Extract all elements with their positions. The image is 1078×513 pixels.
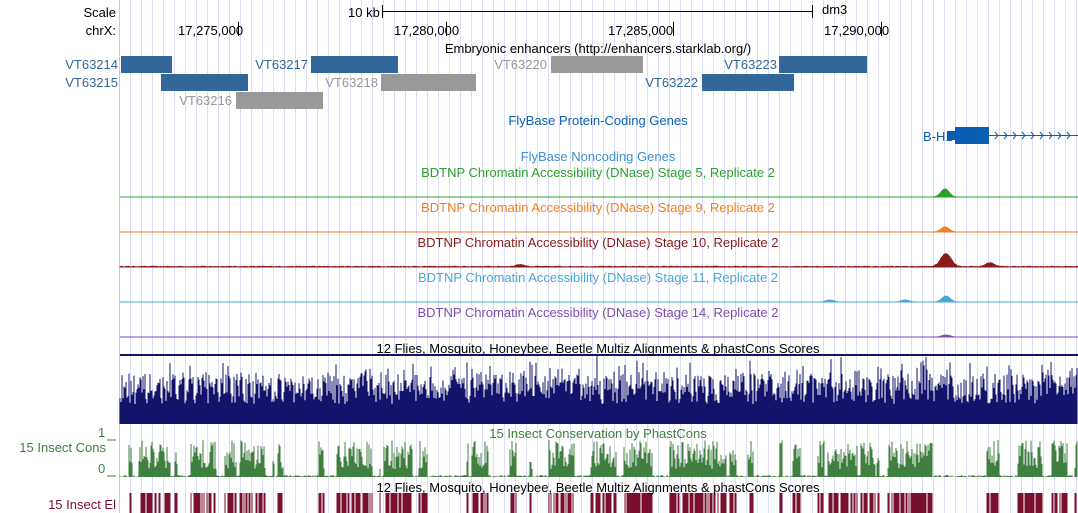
- enhancer-label[interactable]: VT63216: [179, 93, 232, 108]
- position-tick: [238, 22, 239, 36]
- enhancer-feature[interactable]: [702, 74, 794, 91]
- chrom-label: chrX:: [85, 23, 116, 38]
- enhancer-feature[interactable]: [311, 56, 398, 73]
- position-tick-label: 17,290,000: [824, 23, 890, 38]
- cons-ymax-label: 1: [98, 425, 106, 440]
- gene-exon[interactable]: [955, 127, 989, 144]
- enhancer-label[interactable]: VT63218: [325, 75, 378, 90]
- scale-bar-left-tick: [382, 5, 383, 18]
- scale-bar: [382, 11, 812, 12]
- enhancer-feature[interactable]: [161, 74, 248, 91]
- dnase-track-title[interactable]: BDTNP Chromatin Accessibility (DNase) St…: [417, 305, 779, 320]
- elements-track-title[interactable]: 12 Flies, Mosquito, Honeybee, Beetle Mul…: [376, 480, 820, 495]
- scale-value: 10 kb: [348, 5, 380, 20]
- elements-track-label: 15 Insect El: [48, 497, 116, 512]
- enhancer-label[interactable]: VT63215: [65, 75, 118, 90]
- enhancer-label[interactable]: VT63222: [645, 75, 698, 90]
- gene-utr[interactable]: [947, 131, 955, 140]
- multiz-track-title[interactable]: 12 Flies, Mosquito, Honeybee, Beetle Mul…: [376, 341, 820, 356]
- enhancer-label[interactable]: VT63214: [65, 57, 118, 72]
- cons-ymin-label: 0: [98, 461, 106, 476]
- scale-bar-right-tick: [812, 5, 813, 18]
- protein-coding-track-title[interactable]: FlyBase Protein-Coding Genes: [508, 113, 688, 128]
- label-margin-divider: [119, 0, 120, 513]
- dnase-track-title[interactable]: BDTNP Chromatin Accessibility (DNase) St…: [421, 200, 775, 215]
- position-tick-label: 17,285,000: [608, 23, 674, 38]
- enhancer-feature[interactable]: [381, 74, 476, 91]
- dnase-track-title[interactable]: BDTNP Chromatin Accessibility (DNase) St…: [417, 270, 779, 285]
- enhancer-feature[interactable]: [121, 56, 172, 73]
- scale-label: Scale: [83, 5, 116, 20]
- position-tick: [881, 22, 882, 36]
- dnase-track-title[interactable]: BDTNP Chromatin Accessibility (DNase) St…: [417, 235, 779, 250]
- position-tick-label: 17,280,000: [394, 23, 460, 38]
- enhancer-label[interactable]: VT63220: [494, 57, 547, 72]
- noncoding-track-title[interactable]: FlyBase Noncoding Genes: [520, 149, 676, 164]
- cons-track-label: 15 Insect Cons: [19, 440, 106, 455]
- enhancer-feature[interactable]: [551, 56, 643, 73]
- enhancer-label[interactable]: VT63217: [255, 57, 308, 72]
- position-tick-label: 17,275,000: [178, 23, 244, 38]
- enhancer-feature[interactable]: [779, 56, 867, 73]
- enhancer-track-title[interactable]: Embryonic enhancers (http://enhancers.st…: [444, 41, 752, 56]
- gene-label[interactable]: B-H1: [923, 129, 953, 144]
- cons-track-title[interactable]: 15 Insect Conservation by PhastCons: [489, 426, 707, 441]
- position-tick: [673, 22, 674, 36]
- assembly-label: dm3: [822, 2, 848, 17]
- position-tick: [446, 22, 447, 36]
- dnase-track-title[interactable]: BDTNP Chromatin Accessibility (DNase) St…: [421, 165, 775, 180]
- enhancer-label[interactable]: VT63223: [724, 57, 777, 72]
- enhancer-feature[interactable]: [236, 92, 323, 109]
